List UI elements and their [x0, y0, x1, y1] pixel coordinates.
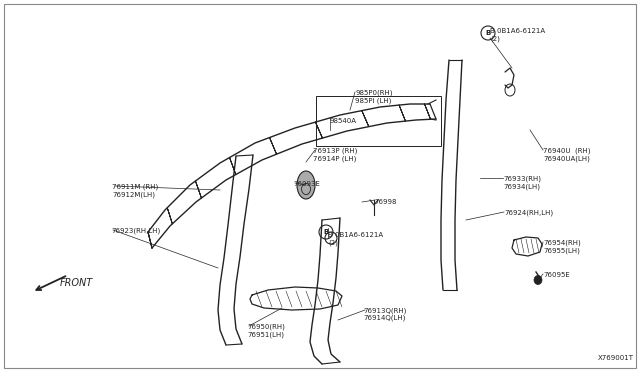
Text: 98540A: 98540A [330, 118, 357, 124]
Text: B 0B1A6-6121A
(2): B 0B1A6-6121A (2) [490, 28, 545, 42]
Text: 76950(RH)
76951(LH): 76950(RH) 76951(LH) [247, 324, 285, 338]
Ellipse shape [297, 171, 315, 199]
Text: B: B [485, 30, 491, 36]
Text: 76913Q(RH)
76914Q(LH): 76913Q(RH) 76914Q(LH) [363, 307, 406, 321]
Text: B 0B1A6-6121A
(2): B 0B1A6-6121A (2) [328, 232, 383, 246]
Text: 76954(RH)
76955(LH): 76954(RH) 76955(LH) [543, 240, 580, 254]
Text: 76924(RH,LH): 76924(RH,LH) [504, 210, 553, 217]
Ellipse shape [534, 276, 542, 285]
Text: 76911M (RH)
76912M(LH): 76911M (RH) 76912M(LH) [112, 184, 158, 198]
Text: 985P0(RH)
985PI (LH): 985P0(RH) 985PI (LH) [355, 90, 392, 104]
Text: FRONT: FRONT [60, 278, 93, 288]
Text: B: B [323, 229, 328, 235]
Bar [316, 96, 441, 146]
Text: 76933(RH)
76934(LH): 76933(RH) 76934(LH) [503, 176, 541, 190]
Text: 76998: 76998 [374, 199, 397, 205]
Text: 76913P (RH)
76914P (LH): 76913P (RH) 76914P (LH) [313, 148, 357, 162]
Text: 76093E: 76093E [293, 181, 320, 187]
Text: 76095E: 76095E [543, 272, 570, 278]
Text: 76940U  (RH)
76940UA(LH): 76940U (RH) 76940UA(LH) [543, 148, 591, 162]
Text: X769001T: X769001T [598, 355, 634, 361]
Text: 76923(RH,LH): 76923(RH,LH) [111, 228, 160, 234]
